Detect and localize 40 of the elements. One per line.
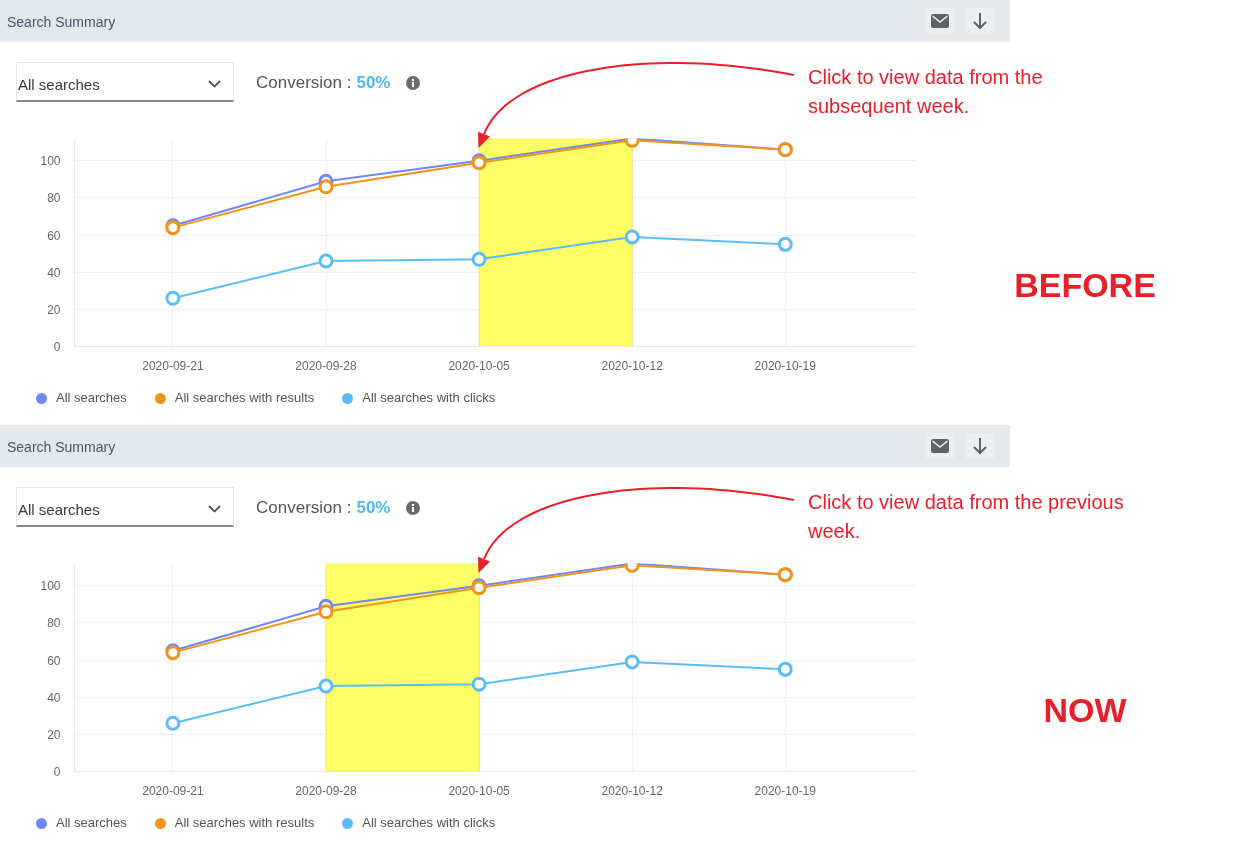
text: Conversion : xyxy=(256,71,352,94)
legend-label: All searches with clicks xyxy=(362,389,496,408)
text: Conversion : xyxy=(256,496,352,519)
x-tick-label: 2020-10-05 xyxy=(448,358,511,373)
legend-label: All searches xyxy=(56,814,127,833)
x-tick-label: 2020-10-05 xyxy=(448,783,511,798)
x-tick-label: 2020-09-21 xyxy=(142,358,204,373)
y-tick-label: 0 xyxy=(53,765,61,779)
y-tick-label: 20 xyxy=(47,302,61,317)
text: BEFORE xyxy=(1013,265,1157,306)
x-tick-label: 2020-10-19 xyxy=(754,358,817,373)
text: 50% xyxy=(356,71,391,94)
x-tick-label: 2020-10-12 xyxy=(601,783,664,798)
x-tick-label: 2020-09-21 xyxy=(142,783,204,798)
chart-title: Search Summary xyxy=(7,438,116,457)
y-tick-label: 80 xyxy=(47,191,61,206)
x-tick-label: 2020-09-28 xyxy=(295,358,358,373)
text: Click to view data from the subsequent week. xyxy=(808,65,1043,119)
text: 50% xyxy=(356,496,391,519)
x-tick-label: 2020-10-12 xyxy=(601,358,664,373)
text: NOW xyxy=(1042,690,1128,731)
y-tick-label: 20 xyxy=(47,727,61,742)
y-tick-label: 60 xyxy=(47,228,61,243)
text: Click to view data from the previous week. xyxy=(808,490,1124,544)
legend-label: All searches with clicks xyxy=(362,814,496,833)
legend-label: All searches with results xyxy=(174,389,315,408)
y-tick-label: 60 xyxy=(47,653,61,668)
text: All searches xyxy=(18,75,100,95)
x-tick-label: 2020-10-19 xyxy=(754,783,817,798)
y-tick-label: 40 xyxy=(47,265,61,280)
y-tick-label: 0 xyxy=(53,340,61,354)
legend-label: All searches with results xyxy=(174,814,315,833)
y-tick-label: 100 xyxy=(40,154,61,169)
y-tick-label: 80 xyxy=(47,616,61,631)
x-tick-label: 2020-09-28 xyxy=(295,783,358,798)
text: All searches xyxy=(18,500,100,520)
chart-title: Search Summary xyxy=(7,13,116,32)
y-tick-label: 40 xyxy=(47,690,61,705)
y-tick-label: 100 xyxy=(40,579,61,594)
legend-label: All searches xyxy=(56,389,127,408)
